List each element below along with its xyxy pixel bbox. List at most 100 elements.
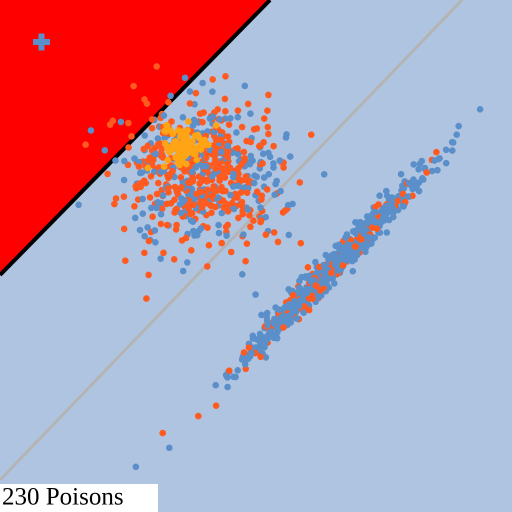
- point: [145, 237, 153, 245]
- point: [158, 145, 165, 153]
- point: [223, 232, 230, 239]
- point: [230, 170, 237, 178]
- point: [206, 146, 214, 154]
- point: [239, 210, 247, 218]
- point: [237, 189, 245, 196]
- point: [363, 213, 371, 220]
- point: [157, 210, 165, 218]
- point: [335, 241, 343, 249]
- point: [307, 131, 315, 138]
- point: [346, 245, 353, 253]
- point: [331, 256, 339, 264]
- point: [449, 147, 456, 154]
- point: [342, 234, 349, 241]
- point: [177, 174, 185, 181]
- point: [184, 259, 191, 266]
- point: [125, 119, 132, 127]
- point: [166, 444, 173, 452]
- point: [386, 202, 393, 210]
- point: [271, 191, 279, 198]
- point: [286, 153, 294, 160]
- point: [259, 150, 267, 158]
- point: [151, 227, 159, 234]
- point: [148, 116, 156, 123]
- point: [200, 176, 207, 184]
- point: [153, 190, 161, 198]
- point: [362, 248, 369, 256]
- point: [246, 212, 253, 219]
- point: [188, 168, 196, 176]
- point: [180, 139, 188, 147]
- point: [167, 92, 174, 100]
- point: [258, 196, 265, 203]
- point: [165, 99, 172, 106]
- point: [368, 240, 375, 247]
- caption-box: [0, 484, 158, 512]
- point: [257, 204, 264, 211]
- point: [304, 264, 312, 271]
- point: [170, 255, 178, 263]
- point: [270, 334, 277, 341]
- point: [218, 209, 226, 217]
- point: [300, 309, 308, 317]
- point: [224, 142, 232, 150]
- point: [186, 179, 194, 187]
- point: [209, 192, 216, 199]
- point: [199, 118, 206, 126]
- point: [154, 135, 162, 142]
- point: [179, 267, 187, 275]
- point: [236, 176, 243, 183]
- point: [187, 210, 194, 218]
- point: [264, 107, 271, 114]
- point: [158, 205, 166, 213]
- point: [163, 221, 171, 229]
- point: [221, 174, 229, 181]
- point: [222, 187, 229, 195]
- point: [442, 146, 450, 154]
- point: [185, 118, 192, 125]
- point: [181, 74, 189, 82]
- point: [112, 195, 120, 202]
- point: [139, 195, 146, 203]
- point: [356, 218, 364, 226]
- point: [287, 319, 295, 326]
- caption: 230 Poisons: [2, 484, 124, 511]
- point: [240, 349, 248, 356]
- point: [141, 232, 148, 240]
- point: [243, 240, 251, 247]
- point: [195, 412, 202, 420]
- point: [419, 175, 426, 182]
- point: [212, 136, 220, 144]
- point: [279, 209, 287, 216]
- point: [256, 341, 264, 349]
- point: [131, 214, 139, 222]
- point: [409, 185, 416, 193]
- point: [331, 280, 338, 287]
- point: [153, 63, 160, 70]
- point: [255, 142, 263, 150]
- point: [149, 213, 156, 220]
- point: [343, 252, 351, 259]
- point: [376, 192, 383, 199]
- point: [265, 91, 272, 99]
- point: [169, 168, 176, 175]
- point: [212, 381, 219, 389]
- point: [173, 221, 180, 229]
- point: [318, 292, 325, 299]
- point: [431, 157, 438, 164]
- point: [262, 231, 270, 238]
- point: [225, 121, 233, 128]
- point: [225, 367, 233, 375]
- point: [230, 205, 238, 213]
- point: [204, 263, 211, 270]
- point: [264, 331, 272, 339]
- point: [215, 229, 223, 237]
- point: [385, 216, 393, 224]
- point: [352, 219, 359, 226]
- point: [350, 249, 358, 257]
- point: [238, 202, 246, 209]
- point: [301, 303, 308, 310]
- point: [272, 180, 279, 188]
- point: [146, 194, 154, 201]
- point: [405, 179, 413, 187]
